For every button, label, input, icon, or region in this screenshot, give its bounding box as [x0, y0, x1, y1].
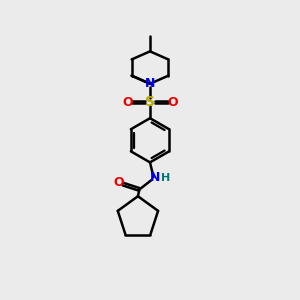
Text: O: O: [113, 176, 124, 189]
Text: O: O: [122, 95, 133, 109]
Text: O: O: [167, 95, 178, 109]
Text: N: N: [145, 77, 155, 90]
Text: H: H: [161, 173, 170, 183]
Text: S: S: [145, 95, 155, 109]
Text: N: N: [150, 171, 160, 184]
